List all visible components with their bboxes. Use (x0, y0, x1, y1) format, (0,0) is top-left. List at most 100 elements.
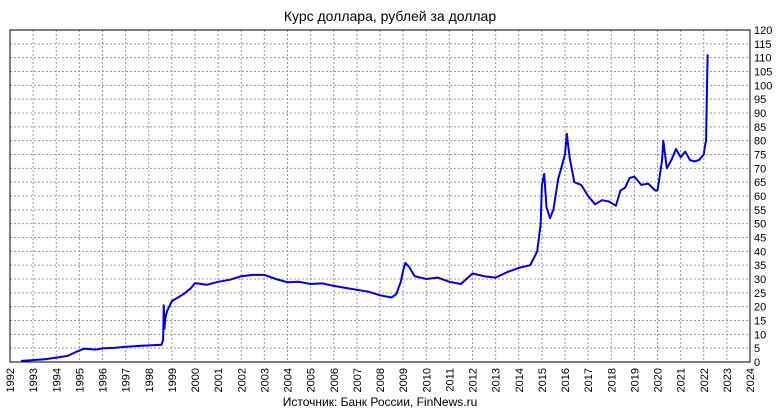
data-point (252, 274, 254, 276)
x-tick-label: 2006 (329, 368, 341, 392)
data-point (587, 195, 589, 197)
data-point (615, 204, 617, 207)
x-tick-label: 2018 (606, 368, 618, 392)
x-tick-label: 2001 (213, 368, 225, 392)
data-point (425, 278, 428, 280)
x-tick-label: 1999 (167, 368, 179, 392)
data-point (55, 356, 58, 359)
y-tick-label: 50 (754, 219, 766, 231)
data-point (166, 310, 169, 312)
y-tick-label: 110 (754, 53, 772, 65)
data-point (494, 276, 497, 279)
x-tick-label: 2019 (629, 368, 641, 392)
data-point (87, 348, 90, 350)
x-tick-label: 2016 (560, 368, 572, 392)
data-point (395, 293, 397, 296)
x-tick-label: 2021 (676, 368, 688, 392)
data-point (217, 280, 219, 283)
data-point (656, 189, 659, 192)
x-tick-label: 2011 (444, 368, 456, 392)
data-point (552, 209, 555, 211)
data-point (601, 199, 603, 201)
data-point (580, 184, 582, 186)
x-tick-label: 1992 (5, 368, 17, 392)
data-point (101, 347, 104, 350)
data-point (379, 294, 381, 297)
x-tick-label: 2013 (491, 368, 503, 392)
data-point (263, 274, 266, 276)
data-point (189, 287, 192, 290)
data-point (332, 285, 335, 287)
data-point (160, 344, 163, 346)
data-point (706, 54, 709, 56)
x-tick-label: 2012 (468, 368, 480, 392)
data-point (460, 283, 462, 285)
y-tick-label: 20 (754, 302, 766, 314)
y-tick-label: 90 (754, 108, 766, 120)
x-tick-label: 2010 (421, 368, 433, 392)
data-point (413, 275, 416, 278)
data-point (706, 73, 709, 76)
x-tick-label: 2007 (352, 368, 364, 392)
data-point (390, 296, 393, 299)
y-tick-label: 80 (754, 136, 766, 148)
data-point (693, 160, 696, 163)
data-point (536, 250, 539, 253)
x-tick-label: 1994 (51, 368, 63, 392)
y-tick-label: 60 (754, 191, 766, 203)
x-tick-label: 2023 (722, 368, 734, 392)
data-point (608, 200, 610, 203)
y-tick-label: 100 (754, 80, 772, 92)
data-point (705, 98, 708, 100)
x-tick-label: 2024 (745, 368, 757, 392)
data-point (624, 186, 626, 189)
x-tick-label: 2015 (537, 368, 549, 392)
data-point (549, 217, 551, 219)
y-tick-label: 70 (754, 163, 766, 175)
data-point (633, 175, 636, 178)
data-point (162, 304, 165, 307)
data-point (675, 148, 677, 150)
data-point (136, 345, 138, 347)
data-point (517, 267, 520, 269)
data-point (704, 145, 706, 147)
data-point (684, 150, 687, 153)
data-point (568, 156, 571, 159)
x-tick-label: 2000 (190, 368, 202, 392)
x-tick-label: 1998 (144, 368, 156, 392)
data-point (564, 153, 566, 156)
data-point (665, 167, 668, 170)
data-point (400, 280, 402, 283)
data-point (321, 282, 323, 285)
x-tick-label: 2005 (306, 368, 318, 392)
x-tick-label: 2022 (699, 368, 711, 392)
data-point (240, 275, 243, 278)
x-tick-label: 2003 (259, 368, 271, 392)
y-tick-label: 85 (754, 122, 766, 134)
chart-source: Источник: Банк России, FinNews.ru (282, 395, 478, 409)
x-tick-label: 1993 (28, 368, 40, 392)
data-point (702, 153, 705, 156)
y-tick-label: 30 (754, 274, 766, 286)
data-point (182, 293, 185, 296)
data-point (594, 203, 596, 206)
data-point (83, 347, 85, 350)
data-point (561, 162, 564, 164)
data-point (689, 159, 691, 161)
data-point (76, 350, 78, 353)
data-point (705, 139, 707, 142)
data-point (228, 279, 231, 281)
data-point (309, 283, 312, 285)
y-tick-label: 105 (754, 67, 772, 79)
data-point (402, 269, 404, 272)
y-tick-label: 65 (754, 177, 766, 189)
data-point (573, 181, 576, 183)
data-point (619, 189, 622, 192)
y-tick-label: 15 (754, 316, 766, 328)
data-point (662, 139, 665, 142)
chart-title: Курс доллара, рублей за доллар (283, 8, 497, 24)
data-point (698, 159, 700, 161)
data-point (147, 344, 150, 347)
y-tick-label: 5 (754, 343, 760, 355)
